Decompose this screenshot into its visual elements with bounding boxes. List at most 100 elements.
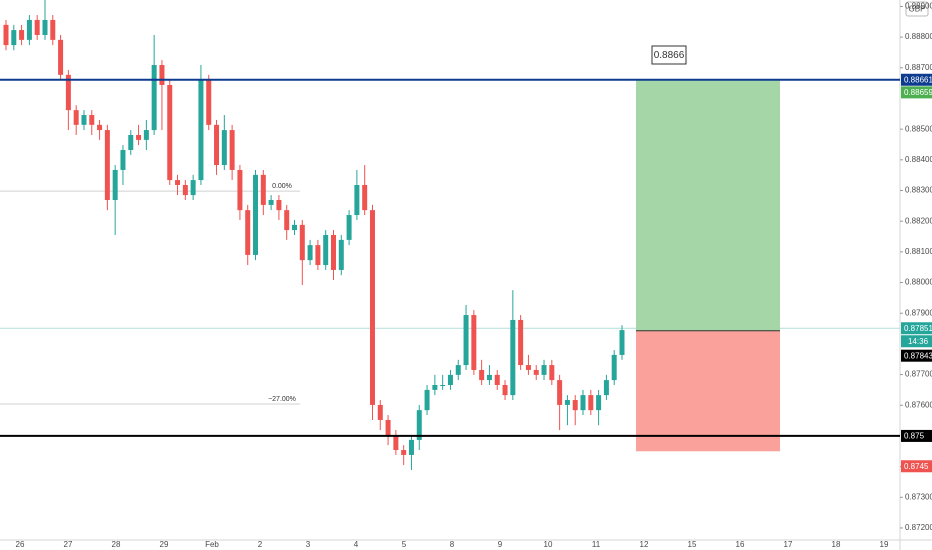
candle-body bbox=[564, 400, 570, 405]
y-tick-label: 0.87300 bbox=[905, 492, 932, 501]
candle-body bbox=[525, 365, 531, 370]
candle-body bbox=[299, 224, 305, 261]
candle-body bbox=[42, 19, 48, 35]
candle-body bbox=[112, 169, 118, 201]
x-tick-label: 27 bbox=[64, 540, 73, 549]
y-tick-label: 0.88800 bbox=[905, 32, 932, 41]
y-tick-label: 0.88700 bbox=[905, 63, 932, 72]
candle-body bbox=[307, 245, 313, 261]
candle-body bbox=[182, 184, 188, 196]
candle-body bbox=[533, 369, 539, 375]
candle-body bbox=[136, 134, 142, 140]
x-tick-label: 2 bbox=[258, 540, 263, 549]
candle-body bbox=[58, 39, 64, 75]
x-tick-label: 29 bbox=[160, 540, 169, 549]
candle-body bbox=[619, 330, 625, 355]
candle-body bbox=[253, 174, 259, 255]
countdown-tag bbox=[901, 335, 932, 348]
candle-body bbox=[572, 400, 578, 411]
candle-body bbox=[510, 319, 516, 396]
fib-label: −27.00% bbox=[268, 396, 296, 403]
y-tick-label: 0.87600 bbox=[905, 400, 932, 409]
price-tag bbox=[901, 460, 932, 473]
candle-body bbox=[432, 385, 438, 390]
candle-body bbox=[580, 395, 586, 411]
candle-body bbox=[338, 239, 344, 270]
candle-body bbox=[354, 184, 360, 216]
candle-body bbox=[440, 385, 446, 386]
candle-body bbox=[97, 124, 103, 131]
loss-zone bbox=[636, 330, 780, 452]
x-tick-label: 5 bbox=[402, 540, 407, 549]
candle-body bbox=[120, 150, 126, 170]
profit-zone bbox=[636, 79, 780, 331]
candles bbox=[3, 0, 625, 470]
candle-body bbox=[323, 234, 329, 266]
x-tick-label: 9 bbox=[498, 540, 503, 549]
candle-body bbox=[284, 210, 290, 231]
candle-body bbox=[26, 19, 32, 40]
candle-body bbox=[369, 210, 375, 405]
candle-body bbox=[588, 395, 594, 411]
y-tick-label: 0.87200 bbox=[905, 523, 932, 532]
countdown: 14:36 bbox=[908, 337, 929, 346]
candle-body bbox=[494, 374, 500, 385]
candle-body bbox=[393, 435, 399, 451]
candle-body bbox=[276, 200, 282, 211]
x-tick-label: 18 bbox=[832, 540, 841, 549]
price-tag bbox=[901, 349, 932, 362]
candle-body bbox=[408, 439, 414, 455]
x-tick-label: 17 bbox=[784, 540, 793, 549]
x-tick-label: 28 bbox=[112, 540, 121, 549]
x-tick-label: 12 bbox=[640, 540, 649, 549]
x-tick-label: 10 bbox=[544, 540, 553, 549]
candle-body bbox=[557, 380, 563, 405]
candle-body bbox=[50, 19, 56, 40]
price-tag-label: 0.87851 bbox=[904, 324, 932, 333]
y-tick-label: 0.88500 bbox=[905, 124, 932, 133]
price-tag bbox=[901, 86, 932, 99]
candle-body bbox=[416, 410, 422, 440]
price-tag-label: 0.87843 bbox=[904, 351, 932, 360]
candle-body bbox=[362, 184, 368, 211]
candle-body bbox=[206, 80, 212, 125]
candle-body bbox=[128, 134, 134, 151]
price-tag-label: 0.88659 bbox=[904, 88, 932, 97]
candle-body bbox=[151, 65, 157, 131]
candle-body bbox=[385, 419, 391, 436]
candle-body bbox=[260, 174, 266, 205]
y-tick-label: 0.88300 bbox=[905, 186, 932, 195]
candle-body bbox=[292, 224, 298, 231]
y-tick-label: 0.88400 bbox=[905, 155, 932, 164]
candle-body bbox=[159, 65, 165, 85]
candle-body bbox=[502, 385, 508, 396]
candle-body bbox=[486, 374, 492, 381]
candle-body bbox=[549, 365, 555, 381]
candle-body bbox=[229, 130, 235, 170]
x-tick-label: 15 bbox=[688, 540, 697, 549]
fib-label: 0.00% bbox=[272, 183, 292, 190]
y-tick-label: 0.87700 bbox=[905, 370, 932, 379]
candle-body bbox=[237, 169, 243, 211]
price-tag bbox=[901, 322, 932, 335]
x-tick-label: 19 bbox=[880, 540, 889, 549]
candle-body bbox=[175, 180, 181, 185]
candle-body bbox=[471, 315, 477, 370]
y-tick-label: 0.88100 bbox=[905, 247, 932, 256]
candle-body bbox=[190, 180, 196, 196]
candle-body bbox=[198, 80, 204, 181]
price-tag bbox=[901, 429, 932, 442]
candle-body bbox=[377, 404, 383, 420]
x-tick-label: 16 bbox=[736, 540, 745, 549]
candle-body bbox=[143, 130, 149, 140]
candle-body bbox=[401, 450, 407, 455]
candle-body bbox=[463, 315, 469, 366]
x-tick-label: 8 bbox=[450, 540, 455, 549]
candle-body bbox=[214, 124, 220, 166]
price-tag-label: 0.875 bbox=[904, 432, 925, 441]
x-tick-label: Feb bbox=[205, 540, 219, 549]
candle-body bbox=[424, 389, 430, 411]
candle-body bbox=[479, 369, 485, 381]
x-tick-label: 3 bbox=[306, 540, 311, 549]
candle-body bbox=[19, 30, 25, 40]
